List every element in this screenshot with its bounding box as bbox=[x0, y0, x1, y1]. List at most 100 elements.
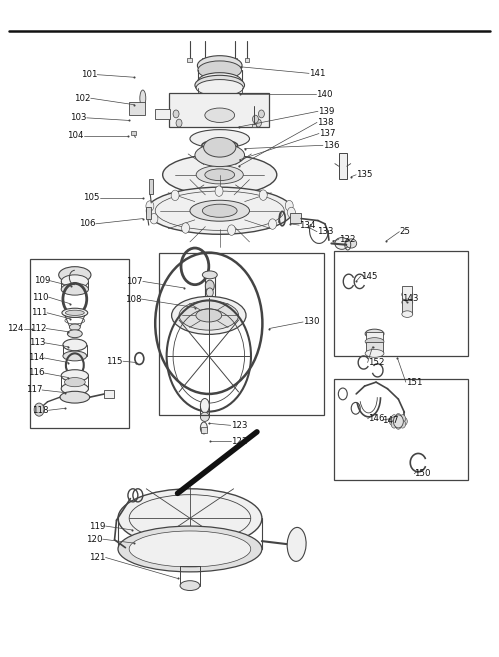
Ellipse shape bbox=[206, 148, 234, 158]
Ellipse shape bbox=[206, 288, 213, 297]
Text: 141: 141 bbox=[309, 69, 325, 78]
Circle shape bbox=[258, 110, 264, 118]
Ellipse shape bbox=[196, 309, 222, 322]
Ellipse shape bbox=[118, 489, 262, 548]
Bar bbox=[159, 252, 324, 415]
Bar bbox=[402, 286, 412, 302]
Ellipse shape bbox=[365, 338, 384, 346]
Text: 118: 118 bbox=[32, 406, 48, 415]
Text: 101: 101 bbox=[81, 70, 97, 79]
Circle shape bbox=[393, 415, 403, 428]
Ellipse shape bbox=[63, 339, 87, 351]
Bar bbox=[104, 390, 114, 398]
Circle shape bbox=[228, 225, 236, 235]
Text: 111: 111 bbox=[30, 308, 47, 317]
Text: 147: 147 bbox=[383, 416, 399, 424]
Circle shape bbox=[400, 415, 406, 422]
Ellipse shape bbox=[61, 370, 88, 382]
Bar bbox=[245, 58, 250, 62]
Ellipse shape bbox=[198, 56, 242, 76]
Ellipse shape bbox=[402, 299, 413, 306]
Text: 116: 116 bbox=[27, 369, 44, 378]
Circle shape bbox=[395, 413, 401, 421]
Ellipse shape bbox=[63, 351, 87, 361]
Ellipse shape bbox=[61, 383, 88, 395]
Text: 138: 138 bbox=[317, 118, 333, 127]
Ellipse shape bbox=[196, 166, 244, 184]
Text: 104: 104 bbox=[67, 131, 84, 140]
Text: 114: 114 bbox=[27, 353, 44, 363]
Circle shape bbox=[173, 110, 179, 118]
Ellipse shape bbox=[163, 154, 277, 195]
Ellipse shape bbox=[69, 324, 80, 330]
Ellipse shape bbox=[62, 308, 88, 317]
Ellipse shape bbox=[205, 169, 235, 181]
Text: 103: 103 bbox=[70, 114, 87, 122]
Ellipse shape bbox=[172, 296, 246, 334]
Ellipse shape bbox=[201, 399, 209, 413]
Text: 113: 113 bbox=[28, 338, 45, 348]
Text: 120: 120 bbox=[86, 535, 103, 543]
Ellipse shape bbox=[335, 238, 349, 250]
Ellipse shape bbox=[190, 129, 250, 148]
Ellipse shape bbox=[201, 412, 209, 421]
Text: 134: 134 bbox=[299, 221, 316, 230]
Ellipse shape bbox=[59, 267, 91, 283]
Bar bbox=[155, 108, 170, 119]
Ellipse shape bbox=[346, 239, 357, 248]
Circle shape bbox=[252, 115, 258, 123]
Circle shape bbox=[255, 119, 261, 127]
Text: 108: 108 bbox=[125, 294, 141, 304]
Text: 130: 130 bbox=[303, 317, 319, 327]
Text: 106: 106 bbox=[79, 219, 96, 229]
Circle shape bbox=[287, 207, 295, 217]
Ellipse shape bbox=[205, 280, 214, 292]
Bar bbox=[366, 342, 383, 353]
Ellipse shape bbox=[198, 61, 242, 79]
Ellipse shape bbox=[61, 275, 88, 288]
Bar bbox=[169, 93, 269, 127]
Ellipse shape bbox=[203, 204, 237, 217]
Ellipse shape bbox=[67, 330, 82, 338]
Ellipse shape bbox=[205, 108, 235, 122]
Circle shape bbox=[259, 190, 267, 200]
Circle shape bbox=[285, 200, 293, 211]
Ellipse shape bbox=[203, 271, 217, 279]
Ellipse shape bbox=[190, 200, 250, 221]
Text: 109: 109 bbox=[33, 276, 50, 285]
Text: 133: 133 bbox=[317, 227, 333, 236]
Circle shape bbox=[391, 420, 397, 428]
Circle shape bbox=[150, 214, 158, 224]
Bar bbox=[149, 179, 153, 194]
Ellipse shape bbox=[210, 150, 230, 156]
Ellipse shape bbox=[64, 378, 85, 387]
Text: 136: 136 bbox=[323, 141, 339, 150]
Text: 25: 25 bbox=[399, 227, 410, 236]
Ellipse shape bbox=[155, 191, 284, 231]
Ellipse shape bbox=[140, 90, 146, 106]
Text: 102: 102 bbox=[74, 94, 91, 102]
Bar bbox=[366, 332, 383, 342]
Bar bbox=[30, 259, 129, 428]
Circle shape bbox=[389, 417, 395, 425]
Ellipse shape bbox=[198, 73, 242, 90]
Circle shape bbox=[401, 417, 407, 425]
Bar bbox=[129, 102, 145, 115]
Text: 143: 143 bbox=[402, 294, 419, 303]
Ellipse shape bbox=[205, 141, 235, 149]
Bar bbox=[334, 251, 468, 356]
Text: 151: 151 bbox=[406, 378, 422, 387]
Ellipse shape bbox=[60, 392, 90, 403]
Text: 152: 152 bbox=[368, 358, 384, 367]
Circle shape bbox=[268, 219, 276, 229]
Ellipse shape bbox=[204, 137, 236, 157]
Text: 139: 139 bbox=[318, 107, 334, 116]
Bar bbox=[232, 58, 237, 62]
Text: 140: 140 bbox=[316, 90, 333, 99]
Ellipse shape bbox=[180, 581, 200, 591]
Bar bbox=[339, 153, 347, 179]
Ellipse shape bbox=[365, 329, 384, 338]
Text: 135: 135 bbox=[356, 170, 373, 179]
Ellipse shape bbox=[65, 310, 84, 315]
Text: 107: 107 bbox=[126, 277, 143, 286]
